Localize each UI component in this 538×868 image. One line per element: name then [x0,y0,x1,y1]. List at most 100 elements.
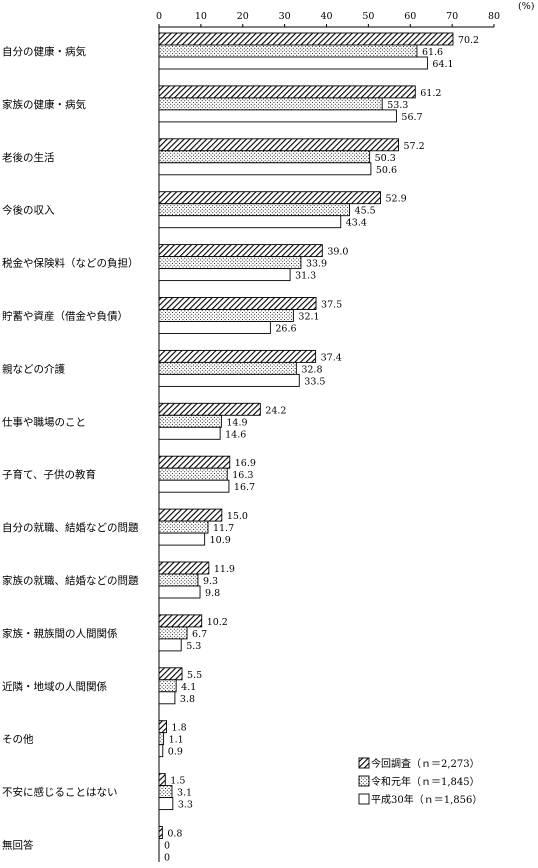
value-label: 6.7 [192,629,207,640]
x-tick-label: 10 [195,11,207,22]
value-label: 45.5 [355,206,376,217]
legend-swatch [358,793,370,805]
legend-swatch [358,757,370,769]
bar [158,508,223,522]
x-tick-label: 20 [237,11,249,22]
bar [158,426,221,440]
bar [158,614,203,628]
value-label: 3.8 [180,694,195,705]
bar [158,203,350,217]
bar [158,561,210,575]
bar [158,97,383,111]
value-label: 14.6 [225,429,246,440]
value-label: 70.2 [458,35,479,46]
value-label: 3.1 [177,788,192,799]
value-label: 4.1 [181,682,196,693]
bar [158,215,342,229]
bar [158,679,177,693]
category-label: 自分の就職、結婚などの問題 [2,521,139,534]
value-label: 53.3 [387,100,408,111]
bar [158,162,372,176]
value-label: 37.5 [321,300,342,311]
value-label: 16.3 [232,470,253,481]
category-label: 無回答 [2,839,34,852]
bar [158,297,317,310]
category-label: 家族の健康・病気 [2,98,86,111]
bar [158,826,163,839]
value-label: 61.6 [422,47,443,58]
value-label: 61.2 [420,88,441,99]
category-label: 近隣・地域の人間関係 [2,680,107,693]
category-label: その他 [2,733,34,746]
bar [158,691,176,705]
x-tick-label: 50 [362,11,374,22]
category-label: 家族・親族間の人間関係 [2,627,118,640]
bar [158,150,371,164]
category-label: 自分の健康・病気 [2,45,86,58]
category-label: 家族の就職、結婚などの問題 [2,574,139,587]
unit-label: (%) [518,1,534,12]
legend-label: 今回調査（ｎ＝2,273） [371,757,480,770]
category-label: 貯蓄や資産（借金や負債） [2,310,128,323]
bar [158,467,228,481]
value-label: 33.9 [306,259,327,270]
labels-group: 自分の健康・病気 70.2 61.664.1 家族の健康・病気 61.2 53.356.7… [2,35,479,864]
x-tick-label: 30 [279,11,291,22]
value-label: 0 [164,841,170,852]
value-label: 10.9 [210,535,231,546]
category-label: 不安に感じることはない [2,786,118,799]
bar [158,268,291,282]
x-tick-label: 70 [446,11,458,22]
value-label: 52.9 [386,194,407,205]
value-label: 39.0 [327,247,348,258]
bar [158,667,183,681]
bar [158,44,418,58]
bar [158,797,174,811]
category-label: 税金や保険料（などの負担） [2,257,139,270]
bar [158,744,164,758]
value-label: 15.0 [227,511,248,522]
legend-swatch [358,775,370,787]
value-label: 0.8 [167,829,182,840]
bar [158,638,182,652]
bar [158,56,428,70]
value-label: 50.6 [376,165,397,176]
value-label: 31.3 [295,271,316,282]
bar [158,85,416,99]
bar [158,373,300,387]
bar [158,361,297,375]
value-label: 3.3 [178,800,193,811]
x-tick-label: 40 [320,11,332,22]
value-label: 16.7 [234,482,255,493]
value-label: 32.1 [298,312,319,323]
bar [158,414,222,428]
value-label: 16.9 [235,458,256,469]
bar [158,109,397,123]
bar [158,402,261,416]
value-label: 1.8 [172,723,187,734]
legend-label: 平成30年（ｎ＝1,856） [371,793,482,806]
bar [158,256,302,270]
bar [158,191,381,205]
value-label: 5.5 [187,670,202,681]
bar [158,455,231,469]
bar [158,732,165,746]
bar [158,479,230,493]
bar [158,349,317,363]
bar [158,138,399,152]
bar [158,244,323,258]
category-label: 仕事や職場のこと [2,415,86,428]
value-label: 14.9 [226,417,247,428]
value-label: 26.6 [275,324,296,335]
value-label: 56.7 [401,112,422,123]
category-label: 今後の収入 [2,204,55,217]
value-label: 57.2 [404,141,425,152]
category-label: 親などの介護 [2,362,65,375]
value-label: 11.7 [213,523,234,534]
legend-label: 令和元年（ｎ＝1,845） [371,775,480,788]
value-label: 43.4 [346,218,367,229]
value-label: 9.3 [203,576,218,587]
bar [158,32,454,46]
value-label: 1.5 [170,776,185,787]
